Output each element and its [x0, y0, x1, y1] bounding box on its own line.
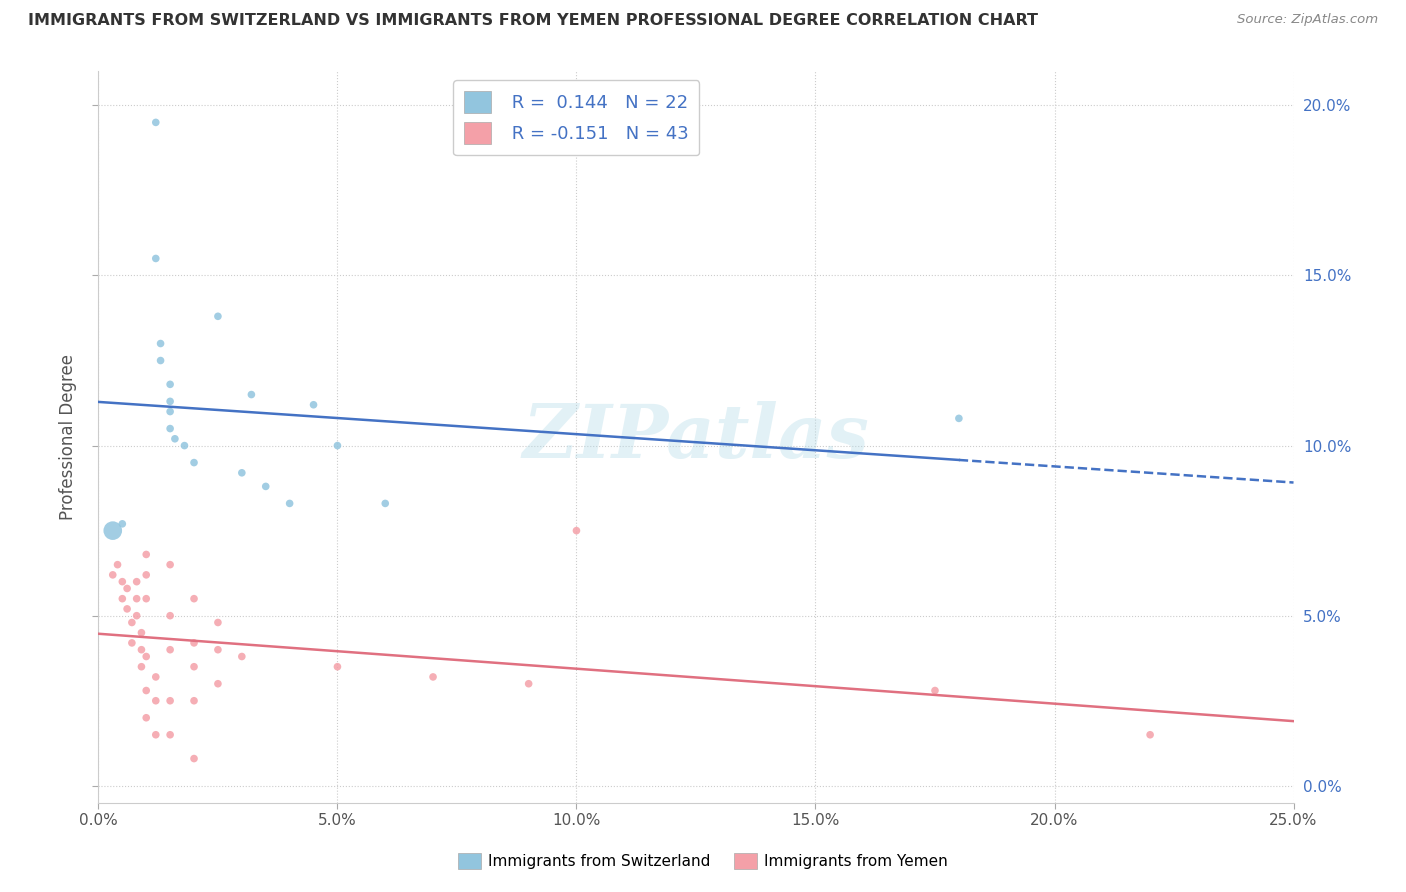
Point — [183, 591, 205, 606]
Point — [125, 574, 148, 589]
Point — [183, 636, 205, 650]
Point — [207, 677, 229, 691]
Point — [159, 404, 181, 418]
Point — [302, 398, 325, 412]
Point — [115, 582, 138, 596]
Point — [159, 421, 181, 435]
Point — [135, 548, 157, 562]
Point — [125, 608, 148, 623]
Point — [948, 411, 970, 425]
Point — [231, 466, 253, 480]
Point — [115, 602, 138, 616]
Point — [159, 608, 181, 623]
Point — [517, 677, 540, 691]
Legend: Immigrants from Switzerland, Immigrants from Yemen: Immigrants from Switzerland, Immigrants … — [451, 847, 955, 875]
Point — [183, 456, 205, 470]
Point — [135, 649, 157, 664]
Point — [159, 558, 181, 572]
Point — [422, 670, 444, 684]
Point — [125, 591, 148, 606]
Point — [111, 516, 134, 531]
Text: Source: ZipAtlas.com: Source: ZipAtlas.com — [1237, 13, 1378, 27]
Point — [135, 683, 157, 698]
Point — [145, 694, 167, 708]
Point — [231, 649, 253, 664]
Legend:  R =  0.144   N = 22,  R = -0.151   N = 43: R = 0.144 N = 22, R = -0.151 N = 43 — [454, 80, 699, 155]
Point — [145, 728, 167, 742]
Point — [101, 567, 124, 582]
Point — [159, 694, 181, 708]
Text: IMMIGRANTS FROM SWITZERLAND VS IMMIGRANTS FROM YEMEN PROFESSIONAL DEGREE CORRELA: IMMIGRANTS FROM SWITZERLAND VS IMMIGRANT… — [28, 13, 1038, 29]
Point — [278, 496, 301, 510]
Text: ZIPatlas: ZIPatlas — [523, 401, 869, 474]
Point — [924, 683, 946, 698]
Point — [159, 642, 181, 657]
Point — [135, 711, 157, 725]
Point — [1139, 728, 1161, 742]
Point — [145, 115, 167, 129]
Point — [183, 751, 205, 765]
Point — [145, 670, 167, 684]
Point — [163, 432, 186, 446]
Point — [101, 524, 124, 538]
Point — [374, 496, 396, 510]
Point — [183, 694, 205, 708]
Point — [135, 567, 157, 582]
Point — [207, 615, 229, 630]
Point — [173, 439, 195, 453]
Point — [121, 636, 143, 650]
Point — [131, 642, 153, 657]
Point — [121, 615, 143, 630]
Point — [159, 377, 181, 392]
Point — [135, 591, 157, 606]
Point — [159, 394, 181, 409]
Point — [145, 252, 167, 266]
Point — [159, 728, 181, 742]
Point — [183, 659, 205, 673]
Point — [207, 642, 229, 657]
Point — [111, 574, 134, 589]
Point — [149, 336, 172, 351]
Point — [254, 479, 277, 493]
Point — [565, 524, 588, 538]
Point — [240, 387, 263, 401]
Point — [111, 591, 134, 606]
Point — [207, 310, 229, 324]
Y-axis label: Professional Degree: Professional Degree — [59, 354, 77, 520]
Point — [326, 439, 349, 453]
Point — [326, 659, 349, 673]
Point — [149, 353, 172, 368]
Point — [131, 659, 153, 673]
Point — [107, 558, 129, 572]
Point — [131, 625, 153, 640]
